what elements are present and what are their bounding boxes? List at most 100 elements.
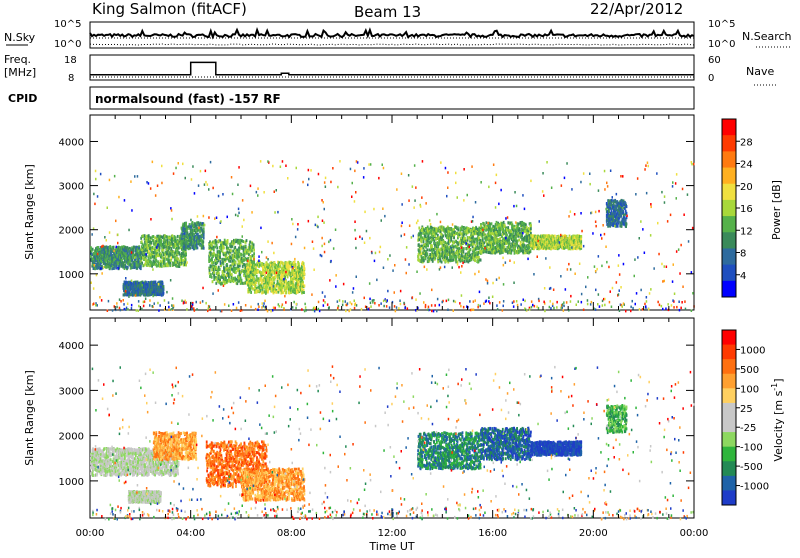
echo-cell bbox=[230, 278, 233, 282]
echo-cell bbox=[254, 285, 257, 288]
echo-cell bbox=[127, 283, 130, 287]
echo-cell bbox=[118, 249, 121, 253]
echo-cell bbox=[478, 255, 480, 259]
echo-cell bbox=[441, 236, 443, 240]
echo-cell bbox=[267, 283, 270, 287]
power-echo-cells bbox=[90, 160, 695, 313]
echo-cell bbox=[217, 259, 220, 263]
echo-cell bbox=[103, 252, 106, 256]
echo-cell bbox=[237, 264, 240, 268]
echo-cell bbox=[249, 249, 252, 253]
echo-cell bbox=[100, 260, 103, 264]
echo-cell bbox=[248, 268, 251, 272]
echo-cell bbox=[164, 252, 166, 256]
echo-cell bbox=[111, 253, 114, 257]
echo-cell bbox=[273, 289, 276, 293]
echo-cell bbox=[290, 288, 292, 292]
sky-left-label: N.Sky bbox=[4, 31, 36, 44]
echo-cell bbox=[181, 252, 184, 255]
echo-cell bbox=[436, 249, 439, 253]
echo-cell bbox=[228, 259, 231, 263]
echo-cell bbox=[255, 287, 258, 290]
echo-cell bbox=[210, 275, 213, 279]
echo-cell bbox=[247, 274, 250, 278]
echo-cell bbox=[243, 267, 246, 271]
echo-cell bbox=[162, 251, 165, 255]
echo-cell bbox=[184, 258, 187, 262]
echo-cell bbox=[474, 259, 476, 263]
echo-cell bbox=[450, 258, 453, 261]
echo-cell bbox=[448, 230, 451, 234]
echo-cell bbox=[447, 242, 450, 246]
echo-cell bbox=[170, 258, 172, 262]
echo-cell bbox=[419, 248, 422, 252]
echo-cell bbox=[240, 278, 243, 282]
echo-cell bbox=[300, 282, 303, 286]
echo-cell bbox=[238, 248, 241, 252]
echo-cell bbox=[140, 256, 143, 260]
echo-cell bbox=[249, 280, 251, 283]
echo-cell bbox=[186, 231, 189, 235]
echo-cell bbox=[460, 228, 463, 232]
echo-cell bbox=[425, 244, 428, 248]
echo-cell bbox=[162, 290, 164, 294]
echo-cell bbox=[211, 268, 213, 272]
echo-cell bbox=[213, 265, 216, 268]
echo-cell bbox=[137, 254, 139, 258]
echo-cell bbox=[184, 249, 187, 253]
echo-cell bbox=[477, 259, 480, 263]
echo-cell bbox=[210, 261, 213, 265]
echo-cell bbox=[243, 252, 246, 256]
echo-cell bbox=[268, 280, 271, 284]
echo-cell bbox=[469, 253, 471, 257]
echo-cell bbox=[468, 259, 471, 262]
echo-cell bbox=[124, 247, 126, 251]
echo-cell bbox=[233, 241, 236, 245]
echo-cell bbox=[463, 232, 466, 236]
echo-cell bbox=[424, 231, 427, 235]
echo-cell bbox=[202, 223, 205, 227]
echo-cell bbox=[267, 274, 270, 278]
echo-cell bbox=[154, 280, 157, 284]
echo-cell bbox=[247, 281, 250, 285]
echo-cell bbox=[455, 258, 458, 262]
echo-cell bbox=[152, 251, 155, 254]
echo-cell bbox=[241, 264, 244, 268]
echo-cell bbox=[237, 269, 239, 273]
echo-cell bbox=[267, 281, 269, 285]
echo-cell bbox=[465, 256, 467, 260]
echo-cell bbox=[245, 239, 248, 243]
echo-cell bbox=[148, 252, 151, 255]
echo-cell bbox=[175, 261, 177, 265]
echo-cell bbox=[139, 267, 142, 271]
echo-cell bbox=[217, 271, 220, 275]
echo-cell bbox=[253, 252, 255, 256]
echo-cell bbox=[102, 258, 104, 262]
echo-cell bbox=[282, 291, 285, 295]
echo-cell bbox=[269, 283, 271, 287]
echo-cell bbox=[427, 244, 429, 248]
echo-cell bbox=[130, 281, 133, 285]
echo-cell bbox=[181, 233, 184, 236]
echo-cell bbox=[251, 249, 253, 253]
echo-cell bbox=[245, 269, 247, 273]
echo-cell bbox=[296, 268, 299, 272]
echo-cell bbox=[212, 261, 215, 265]
echo-cell bbox=[187, 225, 190, 229]
echo-cell bbox=[295, 290, 298, 294]
echo-cell bbox=[232, 262, 234, 266]
echo-cell bbox=[419, 244, 422, 248]
echo-cell bbox=[164, 255, 167, 259]
echo-cell bbox=[239, 238, 242, 242]
echo-cell bbox=[257, 290, 260, 293]
echo-cell bbox=[229, 270, 232, 274]
echo-cell bbox=[253, 248, 255, 252]
echo-cell bbox=[115, 253, 118, 257]
echo-cell bbox=[131, 290, 133, 294]
echo-cell bbox=[266, 269, 269, 273]
echo-cell bbox=[105, 245, 108, 249]
echo-cell bbox=[262, 265, 265, 269]
echo-cell bbox=[446, 249, 449, 253]
echo-cell bbox=[199, 235, 202, 239]
echo-cell bbox=[248, 278, 251, 281]
